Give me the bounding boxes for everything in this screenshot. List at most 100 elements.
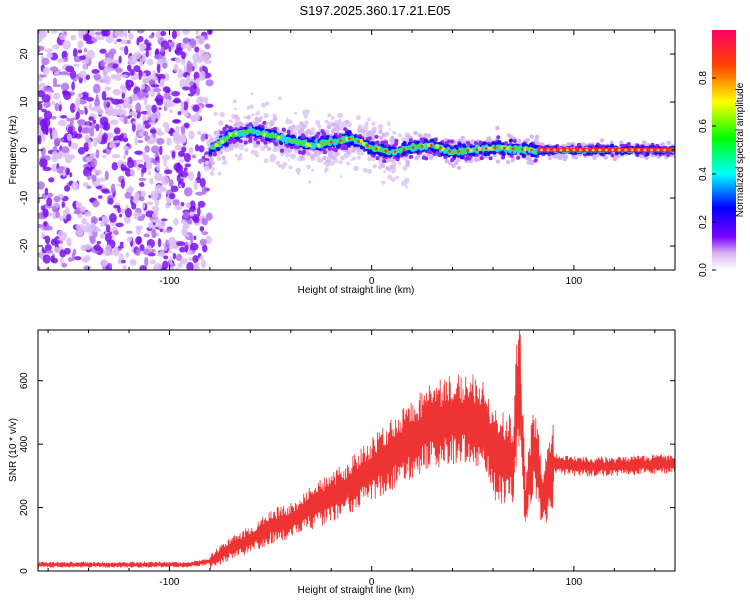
noise-blob [195, 86, 201, 96]
ridge-cell [308, 130, 313, 136]
noise-blob [84, 48, 88, 53]
halo-dot [302, 110, 308, 116]
ridge-cell [224, 142, 229, 147]
noise-blob [128, 32, 134, 40]
noise-blob [65, 167, 70, 175]
noise-blob [136, 140, 144, 144]
ridge-cell [599, 138, 605, 143]
ridge-cell [495, 126, 500, 131]
noise-blob [92, 200, 100, 208]
ridge-cell [450, 139, 455, 144]
halo-dot [244, 147, 249, 152]
ridge-cell [517, 138, 522, 144]
noise-blob [96, 240, 101, 245]
noise-blob [170, 185, 179, 193]
noise-blob [194, 144, 200, 152]
ridge-cell [626, 142, 631, 147]
noise-blob [172, 131, 179, 137]
halo-dot [287, 158, 291, 162]
halo-dot [342, 120, 346, 124]
noise-blob [55, 211, 61, 219]
noise-blob [44, 244, 52, 252]
noise-blob [139, 44, 145, 53]
ridge-cell [371, 129, 376, 134]
ridge-cell [610, 143, 615, 148]
noise-blob [84, 107, 88, 115]
noise-blob [174, 50, 179, 54]
noise-blob [51, 30, 58, 34]
ridge-cell [642, 140, 647, 145]
noise-blob [180, 51, 186, 60]
ridge-cell [478, 140, 483, 145]
ridge-cell [505, 159, 511, 165]
halo-dot [367, 168, 373, 174]
noise-blob [49, 89, 54, 93]
noise-blob [204, 96, 209, 106]
noise-blob [106, 101, 111, 108]
halo-dot [288, 165, 293, 170]
noise-blob [38, 45, 45, 51]
noise-blob [119, 241, 124, 246]
ridge-cell [297, 129, 303, 135]
noise-blob [143, 233, 150, 238]
ridge-cell [314, 139, 318, 143]
noise-blob [144, 156, 152, 164]
noise-blob [126, 64, 132, 72]
noise-blob [156, 251, 165, 257]
noise-blob [95, 149, 100, 159]
noise-blob [138, 69, 143, 78]
ridge-cell [272, 126, 277, 131]
ridge-cell [470, 151, 475, 156]
noise-blob [73, 210, 82, 215]
noise-blob [149, 219, 159, 223]
ridge-cell [351, 148, 356, 153]
noise-blob [174, 204, 183, 211]
ridge-cell [571, 154, 576, 160]
noise-blob [74, 133, 83, 139]
ridge-cell [444, 158, 450, 164]
noise-blob [188, 257, 194, 261]
noise-blob [161, 218, 168, 222]
ridge-cell [263, 143, 269, 148]
ridge-cell [367, 150, 372, 155]
noise-blob [40, 147, 46, 156]
halo-dot [311, 168, 315, 172]
noise-blob [145, 85, 151, 92]
ridge-cell [389, 157, 394, 163]
noise-blob [78, 70, 87, 78]
noise-blob [52, 84, 62, 88]
noise-blob [86, 96, 95, 102]
noise-blob [163, 255, 169, 260]
ridge-cell [389, 164, 395, 170]
ridge-cell [464, 156, 469, 161]
noise-blob [149, 259, 157, 265]
noise-blob [41, 108, 47, 113]
noise-blob [189, 211, 195, 217]
noise-blob [112, 63, 119, 69]
halo-dot [275, 160, 281, 166]
ridge-cell [212, 152, 217, 157]
noise-blob [133, 192, 140, 201]
noise-blob [42, 267, 52, 270]
ridge-cell [395, 157, 400, 162]
noise-blob [91, 174, 97, 182]
noise-blob [84, 211, 92, 217]
noise-blob [78, 125, 83, 134]
noise-blob [90, 106, 98, 112]
noise-blob [187, 171, 195, 181]
halo-dot [287, 119, 293, 125]
halo-dot [340, 155, 345, 161]
noise-blob [205, 212, 213, 221]
noise-blob [60, 257, 64, 264]
ridge-cell [347, 130, 352, 135]
ridge-cell [558, 155, 563, 161]
ridge-cell [269, 121, 274, 127]
halo-dot [263, 112, 269, 119]
noise-blob [158, 145, 163, 156]
noise-blob [195, 191, 204, 196]
ridge-cell [640, 153, 645, 159]
noise-blob [101, 30, 108, 37]
noise-blob [146, 43, 152, 47]
ridge-cell [331, 122, 336, 127]
